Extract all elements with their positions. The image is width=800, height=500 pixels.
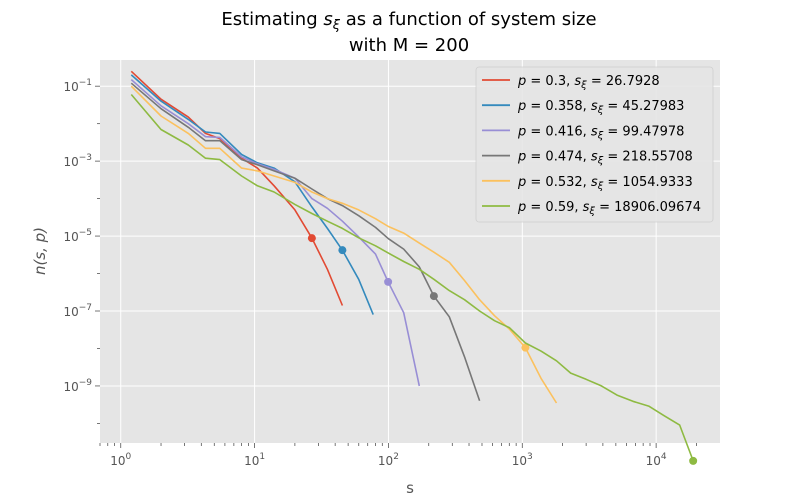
legend-box — [475, 66, 714, 223]
axis-ticks: 100 101 102 103 104 10−9 10−7 10−5 10−3 10−1 — [63, 78, 697, 468]
x-axis-label: s — [406, 479, 414, 497]
chart-title-line1: Estimating sξ as a function of system si… — [221, 9, 596, 33]
x-tick-label: 101 — [244, 452, 265, 468]
legend-label-1: p = 0.3, sξ = 26.7928 — [517, 74, 660, 91]
series-marker-6 — [689, 456, 698, 465]
legend-label-2: p = 0.358, sξ = 45.27983 — [517, 99, 684, 116]
series-line-6 — [130, 93, 694, 462]
grid-lines — [100, 60, 720, 443]
series-line-1 — [130, 70, 344, 306]
x-tick-label: 103 — [512, 452, 533, 468]
series-line-2 — [130, 74, 374, 315]
title-suffix: as a function of system size — [340, 9, 597, 30]
series-line-5 — [130, 85, 558, 404]
series-marker-4 — [429, 292, 438, 301]
y-tick-label: 10−3 — [63, 153, 92, 169]
x-tick-label: 100 — [110, 452, 131, 468]
chart-title-line2: with M = 200 — [349, 35, 469, 56]
series-marker-5 — [521, 343, 530, 352]
series-marker-3 — [384, 277, 393, 286]
legend-label-6: p = 0.59, sξ = 18906.09674 — [517, 200, 701, 217]
title-variable: s — [323, 9, 332, 30]
legend-label-3: p = 0.416, sξ = 99.47978 — [517, 124, 684, 141]
legend-label-4: p = 0.474, sξ = 218.55708 — [517, 150, 693, 167]
data-series — [130, 70, 698, 465]
legend: p = 0.3, sξ = 26.7928 p = 0.358, sξ = 45.… — [475, 66, 714, 223]
title-prefix: Estimating — [221, 9, 323, 30]
y-tick-label: 10−1 — [63, 78, 92, 94]
x-tick-label: 104 — [646, 452, 667, 468]
series-marker-2 — [338, 246, 347, 255]
title-subscript: ξ — [332, 18, 341, 33]
legend-label-5: p = 0.532, sξ = 1054.9333 — [517, 175, 693, 192]
y-tick-label: 10−9 — [63, 378, 92, 394]
y-tick-label: 10−5 — [63, 228, 92, 244]
y-tick-label: 10−7 — [63, 303, 92, 319]
y-axis-label: n(s, p) — [31, 227, 49, 275]
series-marker-1 — [307, 234, 316, 243]
x-tick-label: 102 — [378, 452, 399, 468]
